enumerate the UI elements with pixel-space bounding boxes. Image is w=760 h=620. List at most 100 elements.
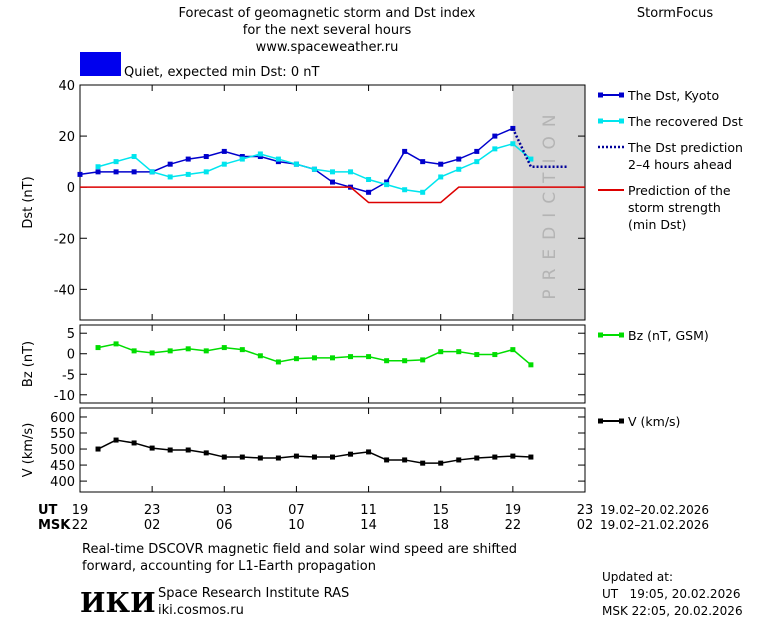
data-point xyxy=(239,156,245,162)
data-point xyxy=(402,187,408,193)
data-point xyxy=(330,179,335,185)
data-point xyxy=(311,454,317,460)
data-point xyxy=(510,347,516,353)
y-tick-label: 550 xyxy=(50,427,75,442)
legend-marker xyxy=(598,418,603,424)
data-point xyxy=(311,166,317,172)
prediction-label: PREDICTION xyxy=(540,105,560,299)
data-point xyxy=(131,169,137,175)
data-point xyxy=(167,447,173,453)
data-point xyxy=(330,355,335,361)
data-point xyxy=(384,182,390,188)
legend-entry: The recovered Dst xyxy=(628,114,743,129)
y-tick-label: -20 xyxy=(54,232,75,247)
data-point xyxy=(167,161,173,167)
x-tick-label: 14 xyxy=(360,518,377,533)
data-point xyxy=(402,148,408,154)
x-tick-label: 02 xyxy=(144,518,161,533)
y-axis-label: Dst (nT) xyxy=(21,176,36,228)
data-point xyxy=(95,345,101,351)
data-point xyxy=(275,159,281,165)
data-point xyxy=(420,357,426,363)
x-tick-label: 11 xyxy=(360,503,377,518)
legend-entry: Bz (nT, GSM) xyxy=(628,328,709,343)
legend-marker xyxy=(619,418,624,424)
x-tick-label: 19 xyxy=(505,503,522,518)
data-point xyxy=(402,358,408,364)
data-point xyxy=(438,174,444,180)
date-range: 19.02–20.02.2026 xyxy=(600,503,709,517)
y-tick-label: 400 xyxy=(50,475,75,490)
data-point xyxy=(366,189,372,195)
y-tick-label: 450 xyxy=(50,459,75,474)
data-point xyxy=(113,169,119,175)
legend-entry: V (km/s) xyxy=(628,414,681,429)
brand: StormFocus xyxy=(637,6,713,21)
data-point xyxy=(221,454,227,460)
y-tick-label: 0 xyxy=(67,348,75,363)
data-point xyxy=(528,454,534,460)
data-point xyxy=(420,460,426,466)
data-point xyxy=(131,154,137,160)
updated: Updated at: xyxy=(602,570,673,584)
status-box xyxy=(80,52,121,76)
data-point xyxy=(275,359,281,365)
data-point xyxy=(474,352,480,358)
data-point xyxy=(77,171,83,177)
data-point xyxy=(456,457,462,463)
data-point xyxy=(257,151,263,157)
x-tick-label: 23 xyxy=(144,503,161,518)
data-point xyxy=(113,159,119,165)
data-point xyxy=(528,156,534,162)
data-point xyxy=(185,346,191,352)
x-tick-label: 22 xyxy=(505,518,522,533)
data-point xyxy=(348,354,354,360)
data-point xyxy=(366,449,372,455)
data-point xyxy=(131,440,137,446)
logo: ИКИ xyxy=(80,588,156,619)
y-tick-label: 5 xyxy=(67,327,75,342)
data-point xyxy=(167,348,173,354)
institute: Space Research Institute RAS xyxy=(158,586,349,601)
data-point xyxy=(384,457,390,463)
plot-frame xyxy=(79,407,586,493)
plot-frame xyxy=(79,84,586,321)
data-point xyxy=(257,353,263,359)
data-point xyxy=(384,179,390,185)
title-line: for the next several hours xyxy=(243,23,412,38)
legend-marker xyxy=(598,118,603,124)
data-point xyxy=(113,341,119,347)
title-line: Forecast of geomagnetic storm and Dst in… xyxy=(178,6,475,21)
note-line: forward, accounting for L1-Earth propaga… xyxy=(82,559,376,574)
data-point xyxy=(510,453,516,459)
data-point xyxy=(510,141,516,147)
data-point xyxy=(456,156,462,162)
data-point xyxy=(438,349,444,355)
series-line xyxy=(97,439,531,464)
data-point xyxy=(221,345,227,351)
legend-marker xyxy=(619,332,624,338)
data-point xyxy=(420,159,426,165)
x-tick-label: 22 xyxy=(72,518,89,533)
data-point xyxy=(348,451,354,457)
legend-marker xyxy=(619,118,624,124)
y-tick-label: 0 xyxy=(67,181,75,196)
y-tick-label: 40 xyxy=(58,79,75,94)
date-range: 19.02–21.02.2026 xyxy=(600,518,709,532)
data-point xyxy=(456,349,462,355)
x-tick-label: 19 xyxy=(72,503,89,518)
data-point xyxy=(402,457,408,463)
y-axis-label: V (km/s) xyxy=(21,423,36,478)
y-tick-label: 500 xyxy=(50,443,75,458)
data-point xyxy=(293,356,299,362)
status: Quiet, expected min Dst: 0 nT xyxy=(124,65,319,80)
data-point xyxy=(311,355,317,361)
y-tick-label: -40 xyxy=(54,283,75,298)
data-point xyxy=(95,169,101,175)
data-point xyxy=(348,169,354,175)
data-point xyxy=(95,164,101,170)
data-point xyxy=(221,161,227,167)
x-axis-label: MSK xyxy=(38,518,71,533)
x-tick-label: 02 xyxy=(577,518,594,533)
